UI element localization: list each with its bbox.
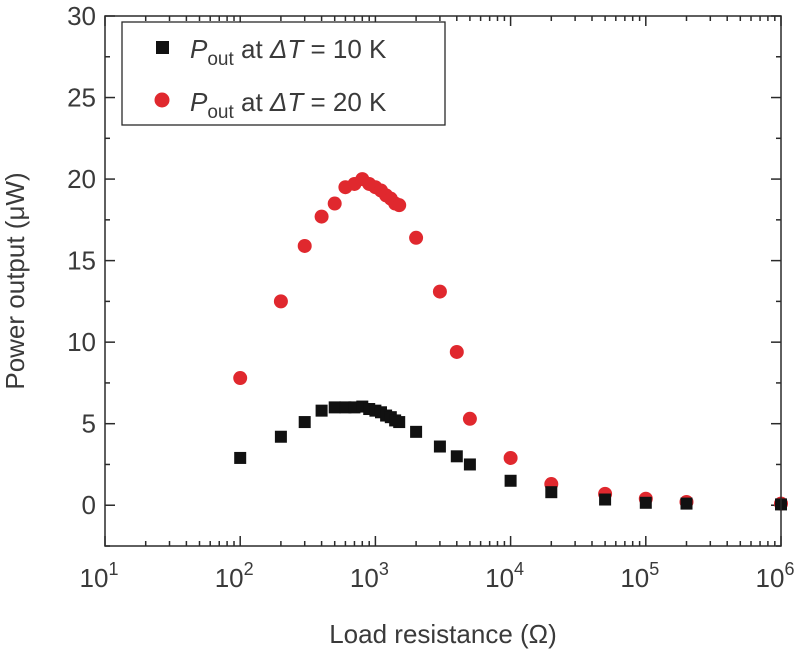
y-tick-label: 25 xyxy=(67,83,96,113)
x-tick-label: 106 xyxy=(756,559,795,593)
x-tick-label: 102 xyxy=(215,559,254,593)
y-tick-label: 20 xyxy=(67,164,96,194)
data-point-square xyxy=(339,401,352,414)
data-point-square xyxy=(328,401,341,414)
legend-label-series-1: Pout at ΔT = 10 K xyxy=(190,34,387,70)
data-point-square xyxy=(410,425,423,438)
data-point-circle xyxy=(449,344,464,359)
y-tick-label: 5 xyxy=(82,409,96,439)
data-point-circle xyxy=(314,209,329,224)
plot-frame xyxy=(104,15,782,547)
data-point-circle xyxy=(233,371,248,386)
data-point-square xyxy=(393,416,406,429)
data-point-square xyxy=(315,404,328,417)
legend-marker-circle xyxy=(154,92,170,108)
x-axis-title: Load resistance (Ω) xyxy=(329,619,557,649)
data-point-circle xyxy=(273,294,288,309)
data-point-circle xyxy=(409,230,424,245)
data-point-square xyxy=(274,430,287,443)
legend-box xyxy=(121,21,446,126)
y-tick-label: 0 xyxy=(82,490,96,520)
data-point-square xyxy=(680,497,693,510)
x-tick-label: 101 xyxy=(80,559,119,593)
x-tick-label: 105 xyxy=(620,559,659,593)
data-point-circle xyxy=(503,450,518,465)
data-point-circle xyxy=(327,196,342,211)
data-point-square xyxy=(599,493,612,506)
y-tick-label: 10 xyxy=(67,327,96,357)
data-point-circle xyxy=(297,238,312,253)
y-axis-title: Power output (μW) xyxy=(0,172,30,389)
y-tick-label: 15 xyxy=(67,246,96,276)
legend-label-series-2: Pout at ΔT = 20 K xyxy=(190,87,387,123)
data-point-circle xyxy=(462,411,477,426)
data-points xyxy=(233,172,788,511)
data-point-square xyxy=(298,416,311,429)
data-point-circle xyxy=(392,198,407,213)
data-point-square xyxy=(504,474,517,487)
tick-labels: 101 102 103 104 105 106 0 5 10 15 20 25 30 xyxy=(67,1,794,593)
data-point-square xyxy=(545,486,558,499)
y-tick-label: 30 xyxy=(67,1,96,31)
data-point-square xyxy=(433,440,446,453)
x-tick-label: 103 xyxy=(350,559,389,593)
data-point-square xyxy=(450,450,463,463)
x-tick-label: 104 xyxy=(485,559,524,593)
legend-marker-square xyxy=(156,41,169,54)
data-point-circle xyxy=(432,284,447,299)
data-point-square xyxy=(639,496,652,509)
data-point-square xyxy=(234,451,247,464)
legend: Pout at ΔT = 10 K Pout at ΔT = 20 K xyxy=(121,21,446,126)
data-point-square xyxy=(463,458,476,471)
